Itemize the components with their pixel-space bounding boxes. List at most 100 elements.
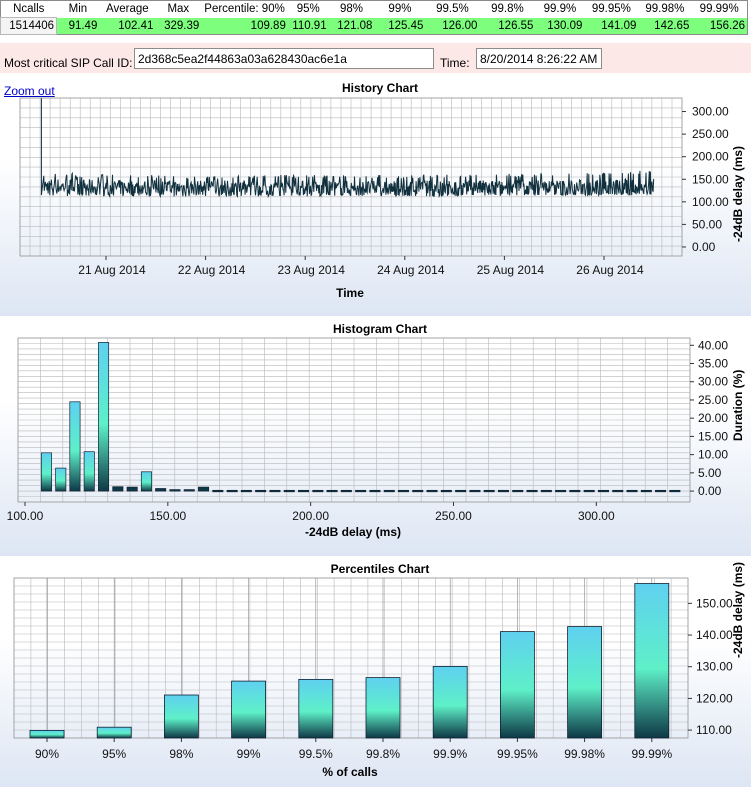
histogram-bar: [497, 489, 509, 493]
y-tick-label: 50.00: [692, 217, 722, 231]
histogram-bar: [255, 489, 267, 493]
percentiles-chart[interactable]: Percentiles Chart % of calls -24dB delay…: [0, 558, 751, 787]
stats-value: 121.08: [328, 17, 375, 35]
histogram-bar: [55, 467, 67, 492]
plot-area: [17, 337, 691, 503]
histogram-chart-title: Histogram Chart: [333, 322, 427, 336]
y-tick-label: 10.00: [698, 448, 728, 462]
histogram-bar: [326, 489, 338, 493]
percentile-bar: [96, 726, 132, 739]
stats-value: 141.09: [584, 17, 639, 35]
x-tick-label: 22 Aug 2014: [178, 263, 246, 277]
stats-header: Ncalls: [0, 0, 57, 18]
stats-header: 99.99%: [691, 0, 748, 18]
y-tick-label: 100.00: [692, 195, 729, 209]
stats-ncalls-value[interactable]: 1514406: [0, 17, 58, 35]
histogram-bar: [340, 489, 352, 493]
histogram-bar: [612, 489, 624, 493]
histogram-bar: [140, 471, 152, 492]
histogram-bar: [655, 489, 667, 493]
histogram-bar: [455, 489, 467, 493]
stats-value-row: 1514406 91.49 102.41 329.39 109.89 110.9…: [0, 17, 748, 35]
sip-call-row: Most critical SIP Call ID: Time:: [0, 43, 751, 73]
stats-header: Max: [155, 0, 202, 18]
percentile-bar: [231, 680, 267, 739]
time-label: Time:: [440, 56, 470, 70]
histogram-bar: [240, 489, 252, 493]
percentiles-chart-panel: Percentiles Chart % of calls -24dB delay…: [0, 558, 751, 787]
percentile-bar: [432, 666, 468, 739]
stats-value: 156.26: [691, 17, 748, 35]
histogram-bar: [212, 489, 224, 493]
histogram-bar: [397, 489, 409, 493]
y-tick-label: 150.00: [696, 596, 733, 610]
histogram-bar: [526, 489, 538, 493]
stats-value: 91.49: [56, 17, 100, 35]
stats-value: 125.45: [374, 17, 426, 35]
histogram-bar: [98, 342, 110, 492]
y-tick-label: 120.00: [696, 691, 733, 705]
zoom-out-link[interactable]: Zoom out: [4, 84, 55, 98]
y-tick-label: 0.00: [698, 484, 722, 498]
x-tick-label: 99.98%: [564, 747, 605, 761]
stats-header: 99.98%: [638, 0, 692, 18]
y-tick-label: 150.00: [692, 172, 729, 186]
percentile-bar: [634, 583, 670, 739]
histogram-bar: [298, 489, 310, 493]
stats-header: 99.8%: [479, 0, 536, 18]
x-tick-label: 24 Aug 2014: [377, 263, 445, 277]
stats-header: 99.5%: [425, 0, 480, 18]
histogram-bar: [597, 489, 609, 493]
x-tick-label: 25 Aug 2014: [477, 263, 545, 277]
y-tick-label: 5.00: [698, 466, 722, 480]
histogram-bar: [583, 489, 595, 493]
y-tick-label: 20.00: [698, 411, 728, 425]
histogram-bar: [483, 489, 495, 493]
stats-header: Min: [56, 0, 100, 18]
histogram-bar: [640, 489, 652, 493]
percentile-bar: [365, 677, 401, 739]
stats-header: 99%: [374, 0, 426, 18]
histogram-bar: [226, 489, 238, 493]
histogram-bar: [355, 489, 367, 493]
plot-area: [13, 577, 689, 739]
x-tick-label: 99%: [237, 747, 261, 761]
histogram-x-axis-title: -24dB delay (ms): [305, 525, 401, 539]
stats-value: 130.09: [535, 17, 585, 35]
x-tick-label: 21 Aug 2014: [78, 263, 146, 277]
histogram-bar: [169, 489, 181, 492]
stats-header: 99.95%: [584, 0, 639, 18]
histogram-bar: [126, 486, 138, 492]
stats-header: Average: [99, 0, 156, 18]
history-chart[interactable]: History Chart Time -24dB delay (ms) 0.00…: [0, 76, 751, 316]
y-tick-label: 0.00: [692, 240, 716, 254]
y-tick-label: 25.00: [698, 393, 728, 407]
y-tick-label: 250.00: [692, 127, 729, 141]
x-tick-label: 23 Aug 2014: [277, 263, 345, 277]
x-tick-label: 200.00: [292, 509, 329, 523]
y-tick-label: 110.00: [696, 723, 732, 737]
history-x-axis-title: Time: [336, 286, 364, 300]
stats-header-row: Ncalls Min Average Max Percentile: 90% 9…: [0, 0, 748, 18]
stats-value: 110.91: [287, 17, 329, 35]
histogram-bar: [626, 489, 638, 493]
stats-header: 99.9%: [535, 0, 585, 18]
x-tick-label: 150.00: [149, 509, 186, 523]
sip-call-id-field[interactable]: [134, 48, 434, 69]
histogram-bar: [383, 489, 395, 493]
histogram-bar: [112, 486, 124, 492]
x-tick-label: 99.9%: [433, 747, 467, 761]
percentile-bar: [499, 631, 535, 739]
histogram-bar: [155, 488, 167, 492]
y-tick-label: 300.00: [692, 105, 729, 119]
histogram-bar: [269, 489, 281, 493]
x-tick-label: 95%: [102, 747, 126, 761]
stats-value: 329.39: [155, 17, 202, 35]
history-series-line: [40, 98, 655, 199]
x-tick-label: 98%: [169, 747, 193, 761]
time-field[interactable]: [476, 48, 602, 69]
x-tick-label: 100.00: [7, 509, 44, 523]
percentile-bar: [298, 679, 334, 739]
histogram-y-axis-title: Duration (%): [731, 370, 745, 441]
histogram-chart[interactable]: Histogram Chart -24dB delay (ms) Duratio…: [0, 318, 751, 556]
